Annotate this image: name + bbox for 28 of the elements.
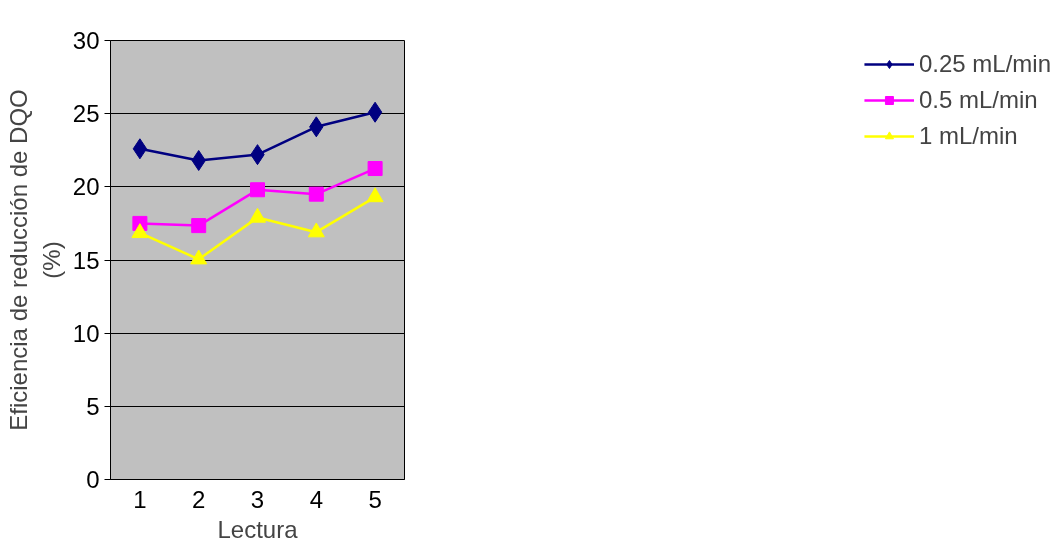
legend-label: 0.25 mL/min <box>918 50 1051 78</box>
point <box>249 207 266 223</box>
point <box>132 138 148 160</box>
x-tick-label: 3 <box>250 485 265 513</box>
x-tick-label: 5 <box>368 485 382 513</box>
point <box>191 218 207 234</box>
y-tick-label: 0 <box>86 466 100 493</box>
y-axis-title: Eficiencia de reducción de DQO (%) <box>5 89 65 431</box>
point <box>131 223 149 239</box>
y-tick-label: 20 <box>72 173 100 201</box>
y-tick-label: 10 <box>72 319 100 347</box>
x-tick-label: 4 <box>309 485 323 513</box>
legend-label: 0.5 mL/min <box>918 86 1038 114</box>
x-axis-title: Lectura <box>217 515 299 543</box>
point <box>367 101 383 123</box>
point <box>250 182 265 198</box>
y-tick-label: 5 <box>86 392 100 420</box>
x-tick-label: 1 <box>133 485 147 513</box>
point <box>190 249 208 265</box>
y-tick-label: 25 <box>72 100 100 128</box>
y-tick-label: 30 <box>72 27 100 54</box>
point <box>308 186 324 202</box>
point <box>307 222 325 238</box>
x-tick-label: 2 <box>192 485 206 513</box>
legend-label: 1 mL/min <box>918 122 1018 150</box>
y-tick-label: 15 <box>72 246 100 274</box>
point <box>367 161 383 177</box>
point <box>366 187 384 203</box>
